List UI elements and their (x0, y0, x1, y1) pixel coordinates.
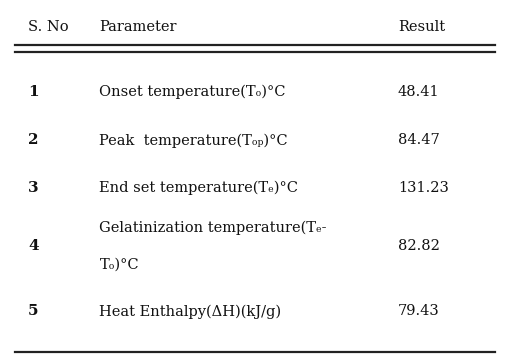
Text: S. No: S. No (28, 20, 69, 34)
Text: 48.41: 48.41 (397, 85, 439, 99)
Text: 1: 1 (28, 85, 39, 99)
Text: 131.23: 131.23 (397, 181, 448, 195)
Text: 82.82: 82.82 (397, 239, 439, 253)
Text: Peak  temperature(Tₒₚ)°C: Peak temperature(Tₒₚ)°C (99, 133, 288, 148)
Text: 2: 2 (28, 134, 39, 147)
Text: Result: Result (397, 20, 444, 34)
Text: 3: 3 (28, 181, 39, 195)
Text: 5: 5 (28, 305, 39, 318)
Text: Gelatinization temperature(Tₑ-: Gelatinization temperature(Tₑ- (99, 220, 326, 235)
Text: Heat Enthalpy(ΔH)(kJ/g): Heat Enthalpy(ΔH)(kJ/g) (99, 304, 281, 319)
Text: Tₒ)°C: Tₒ)°C (99, 258, 139, 272)
Text: Onset temperature(Tₒ)°C: Onset temperature(Tₒ)°C (99, 85, 286, 99)
Text: Parameter: Parameter (99, 20, 177, 34)
Text: 84.47: 84.47 (397, 134, 439, 147)
Text: 4: 4 (28, 239, 39, 253)
Text: 79.43: 79.43 (397, 305, 439, 318)
Text: End set temperature(Tₑ)°C: End set temperature(Tₑ)°C (99, 181, 298, 195)
